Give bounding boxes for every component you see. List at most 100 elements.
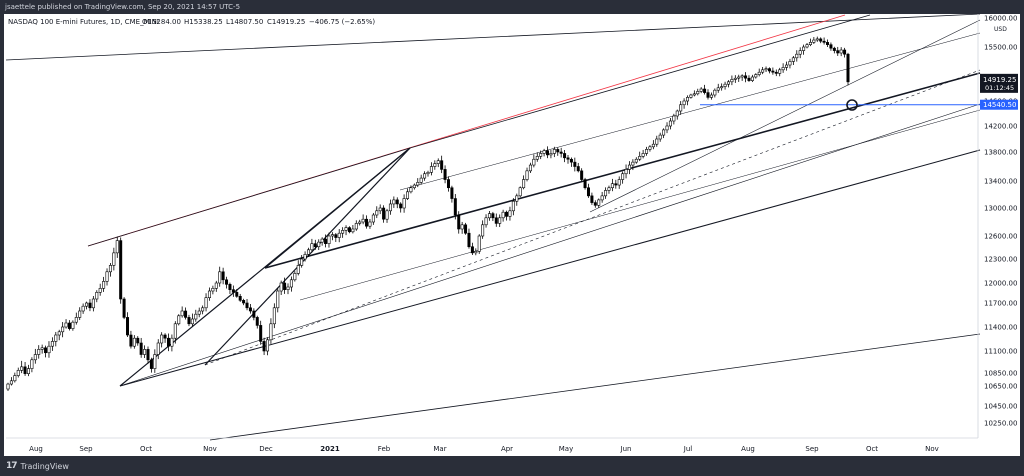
- y-tick-label: 12600.00: [984, 233, 1017, 241]
- candle-body: [477, 235, 481, 252]
- candle-body: [235, 292, 239, 297]
- candle-body: [805, 44, 809, 48]
- candle-body: [245, 302, 249, 309]
- candle-body: [590, 195, 594, 203]
- candle-body: [6, 383, 10, 390]
- y-tick-label: 14200.00: [984, 123, 1017, 131]
- x-tick-label: Aug: [29, 445, 43, 453]
- candle-body: [464, 224, 468, 234]
- candle-body: [836, 50, 840, 54]
- candle-body: [621, 173, 625, 180]
- candle-body: [310, 243, 314, 251]
- candle-body: [163, 334, 167, 339]
- countdown-label: 01:12:45: [985, 84, 1014, 92]
- candle-body: [474, 251, 478, 254]
- candle-body: [699, 88, 703, 92]
- candle-body: [771, 70, 775, 73]
- candle-body: [313, 243, 317, 248]
- last-price-box: [980, 73, 1018, 93]
- candle-body: [832, 47, 836, 51]
- candle-body: [802, 46, 806, 51]
- candle-body: [98, 288, 102, 293]
- candle-body: [91, 298, 95, 309]
- candle-body: [399, 203, 403, 209]
- candle-body: [303, 254, 307, 260]
- candle-body: [692, 93, 696, 96]
- candle-body: [607, 187, 611, 191]
- x-tick-label: May: [559, 445, 573, 453]
- candle-body: [761, 69, 765, 73]
- candle-body: [586, 187, 590, 197]
- y-tick-label: 16000.00: [984, 15, 1017, 23]
- candle-body: [392, 199, 396, 205]
- candle-body: [774, 71, 778, 74]
- candle-body: [539, 153, 543, 157]
- candle-body: [293, 273, 297, 281]
- candle-body: [259, 325, 263, 342]
- level-price-label: 14540.50: [983, 101, 1016, 109]
- level-price-box: [980, 99, 1018, 110]
- candle-body: [511, 200, 515, 212]
- candle-body: [535, 156, 539, 160]
- candle-body: [815, 38, 819, 41]
- candle-body: [703, 88, 707, 93]
- candle-body: [283, 282, 287, 290]
- candle-body: [146, 349, 150, 361]
- candle-body: [754, 74, 758, 78]
- candle-body: [272, 307, 276, 325]
- candle-body: [409, 187, 413, 193]
- candle-body: [487, 213, 491, 219]
- candle-body: [13, 375, 17, 382]
- candle-body: [204, 297, 208, 309]
- ohlc-high: H15338.25: [184, 18, 223, 26]
- candle-body: [651, 143, 655, 148]
- candle-body: [713, 89, 717, 96]
- candle-body: [498, 217, 502, 224]
- candle-body: [624, 169, 628, 175]
- last-price-label: 14919.25: [983, 76, 1016, 84]
- candle-body: [33, 354, 37, 361]
- candle-body: [330, 234, 334, 237]
- candle-body: [269, 323, 273, 341]
- trendline-4: [119, 103, 981, 387]
- ohlc-change: −406.75 (−2.65%): [309, 18, 375, 26]
- candle-body: [494, 217, 498, 224]
- candle-body: [20, 366, 24, 371]
- candle-body: [552, 149, 556, 154]
- currency-label: USD: [994, 26, 1007, 33]
- footer-brand[interactable]: 17 TradingView: [6, 461, 69, 471]
- candle-body: [317, 241, 321, 248]
- candle-body: [149, 359, 153, 369]
- candle-body: [160, 334, 164, 344]
- candle-body: [846, 53, 850, 83]
- candle-body: [108, 265, 112, 273]
- candle-body: [184, 310, 188, 318]
- candle-body: [115, 240, 119, 254]
- candle-body: [686, 97, 690, 102]
- candle-body: [351, 228, 355, 233]
- candle-body: [580, 170, 584, 180]
- candle-body: [385, 210, 389, 220]
- candle-body: [658, 134, 662, 140]
- target-circle-marker: [846, 99, 858, 111]
- candle-body: [327, 235, 331, 244]
- candle-body: [829, 44, 833, 49]
- candle-body: [720, 86, 724, 89]
- candle-body: [221, 271, 225, 281]
- candle-body: [672, 115, 676, 122]
- candle-body: [515, 195, 519, 202]
- candle-body: [484, 217, 488, 226]
- candle-body: [248, 307, 252, 312]
- chart-panel: [4, 14, 1020, 456]
- candle-body: [44, 347, 48, 354]
- candle-body: [238, 296, 242, 301]
- candle-body: [276, 290, 280, 309]
- candle-body: [177, 315, 181, 325]
- axes-layer: 16000.0015500.0015000.0014600.0014200.00…: [6, 14, 1018, 453]
- y-tick-label: 10250.00: [984, 420, 1017, 428]
- candle-body: [50, 341, 54, 347]
- y-tick-label: 12000.00: [984, 280, 1017, 288]
- candle-body: [733, 77, 737, 80]
- brand-label: TradingView: [20, 461, 69, 471]
